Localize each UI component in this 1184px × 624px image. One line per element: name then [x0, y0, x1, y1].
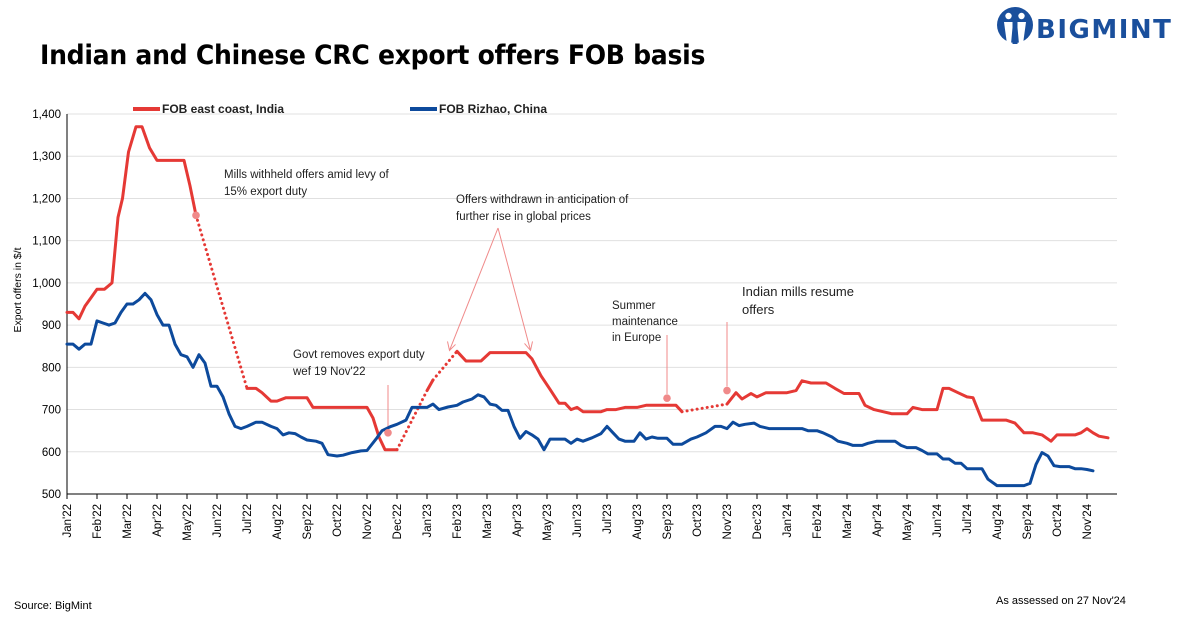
x-tick-label-33: Oct'24 [1052, 503, 1064, 536]
annotation-govt-removes-duty: Govt removes export duty wef 19 Nov'22 [292, 349, 425, 378]
x-tick-label-15: Apr'23 [512, 504, 524, 537]
x-tick-label-23: Dec'23 [752, 504, 764, 539]
x-tick-label-31: Aug'24 [992, 503, 1004, 539]
y-tick-label-900: 900 [42, 320, 61, 332]
annotation-govt-removes-duty-line-2: wef 19 Nov'22 [292, 366, 366, 378]
annotation-mills-withheld: Mills withheld offers amid levy of 15% e… [224, 169, 389, 198]
annotation-mills-withheld-line-2: 15% export duty [224, 186, 307, 198]
annotation-summer-maintenance-line-3: in Europe [612, 332, 661, 344]
marker-mills-withheld [192, 211, 200, 220]
gridlines [67, 113, 1117, 495]
x-tick-label-10: Nov'22 [362, 504, 374, 539]
y-axis-label: Export offers in $/t [12, 247, 24, 332]
y-tick-label-1200: 1,200 [32, 193, 61, 205]
series-india-segment-0 [65, 125, 198, 321]
bigmint-logo: BIGMINT [996, 6, 1178, 52]
x-tick-label-32: Sep'24 [1022, 503, 1034, 539]
legend: FOB east coast, India FOB Rizhao, China [133, 102, 547, 116]
arrowhead-offers-withdrawn-left [447, 341, 456, 352]
series-india-segment-2 [245, 386, 399, 452]
x-tick-label-26: Mar'24 [842, 503, 854, 538]
connector-offers-withdrawn-left [449, 227, 499, 351]
y-tick-label-1400: 1,400 [32, 109, 61, 121]
page-title: Indian and Chinese CRC export offers FOB… [40, 40, 706, 71]
annotation-mills-resume-line-2: offers [742, 302, 775, 317]
x-tick-label-11: Dec'22 [392, 504, 404, 539]
x-tick-label-28: May'24 [902, 503, 914, 540]
series-india-segment-3 [395, 389, 429, 452]
annotation-mills-resume-line-1: Indian mills resume [742, 284, 854, 299]
series-india-segment-1 [194, 213, 249, 390]
annotation-offers-withdrawn-line-2: further rise in global prices [456, 211, 591, 223]
x-tick-label-16: May'23 [542, 504, 554, 541]
series-india-segment-6 [455, 349, 684, 414]
brand-name: BIGMINT [1036, 15, 1173, 45]
x-axis: Jan'22 Feb'22 Mar'22 Apr'22 May'22 Jun'22 Jul'… [62, 493, 1117, 541]
series [65, 125, 1110, 488]
source-note: Source: BigMint [14, 600, 92, 612]
x-tick-label-5: Jun'22 [212, 504, 224, 538]
x-tick-label-17: Jun'23 [572, 504, 584, 538]
y-tick-label-1000: 1,000 [32, 278, 61, 290]
annotation-markers [192, 211, 731, 437]
y-tick-label-600: 600 [42, 447, 61, 459]
series-india-segment-4 [425, 378, 435, 393]
x-tick-label-19: Aug'23 [632, 504, 644, 539]
series-india-segment-8 [725, 379, 1110, 443]
x-tick-label-4: May'22 [182, 504, 194, 541]
x-tick-label-21: Oct'23 [692, 504, 704, 537]
legend-india-label: FOB east coast, India [162, 102, 284, 116]
x-tick-label-27: Apr'24 [872, 503, 884, 536]
x-tick-label-18: Jul'23 [602, 504, 614, 534]
annotation-lines [387, 227, 728, 429]
assessed-note: As assessed on 27 Nov'24 [996, 595, 1126, 607]
y-axis: 500 600 700 800 900 1,000 1,100 1,200 1,300 1,400 [32, 109, 68, 501]
x-tick-label-25: Feb'24 [812, 503, 824, 538]
x-tick-label-1: Feb'22 [92, 504, 104, 539]
x-tick-label-2: Mar'22 [122, 504, 134, 539]
x-tick-label-8: Sep'22 [302, 504, 314, 539]
annotation-offers-withdrawn-line-1: Offers withdrawn in anticipation of [456, 194, 629, 206]
y-tick-label-800: 800 [42, 362, 61, 374]
annotation-summer-maintenance-line-1: Summer [612, 300, 656, 312]
x-tick-label-14: Mar'23 [482, 504, 494, 539]
marker-summer-maintenance [663, 394, 671, 402]
x-tick-label-9: Oct'22 [332, 504, 344, 537]
annotation-govt-removes-duty-line-1: Govt removes export duty [293, 349, 425, 361]
arrowhead-offers-withdrawn-right [524, 341, 533, 352]
x-tick-label-3: Apr'22 [152, 504, 164, 537]
annotation-mills-resume: Indian mills resume offers [742, 284, 854, 317]
annotation-summer-maintenance: Summer maintenance in Europe [612, 300, 678, 344]
connector-offers-withdrawn-right [497, 227, 531, 351]
y-tick-label-500: 500 [42, 489, 61, 501]
x-tick-label-34: Nov'24 [1082, 503, 1094, 539]
x-tick-label-12: Jan'23 [422, 504, 434, 538]
x-tick-label-30: Jul'24 [962, 503, 974, 533]
marker-mills-resume [723, 386, 731, 395]
annotation-offers-withdrawn: Offers withdrawn in anticipation of furt… [456, 194, 629, 223]
x-tick-label-20: Sep'23 [662, 504, 674, 539]
y-tick-label-1100: 1,100 [32, 236, 61, 248]
y-tick-label-1300: 1,300 [32, 151, 61, 163]
series-india-segment-7 [680, 402, 729, 414]
x-tick-label-29: Jun'24 [932, 503, 944, 537]
annotation-mills-withheld-line-1: Mills withheld offers amid levy of [224, 169, 389, 181]
series-india-segment-5 [431, 349, 459, 382]
x-tick-label-6: Jul'22 [242, 504, 254, 534]
x-tick-label-22: Nov'23 [722, 504, 734, 539]
series-china-segment-0 [65, 291, 1095, 488]
bigmint-logo-icon [997, 7, 1033, 44]
x-tick-label-0: Jan'22 [62, 504, 74, 538]
x-tick-label-13: Feb'23 [452, 504, 464, 539]
annotation-summer-maintenance-line-2: maintenance [612, 316, 678, 328]
y-tick-label-700: 700 [42, 405, 61, 417]
x-tick-label-24: Jan'24 [782, 503, 794, 537]
x-tick-label-7: Aug'22 [272, 504, 284, 539]
legend-china-label: FOB Rizhao, China [439, 102, 547, 116]
marker-govt-removes-duty [384, 428, 392, 437]
